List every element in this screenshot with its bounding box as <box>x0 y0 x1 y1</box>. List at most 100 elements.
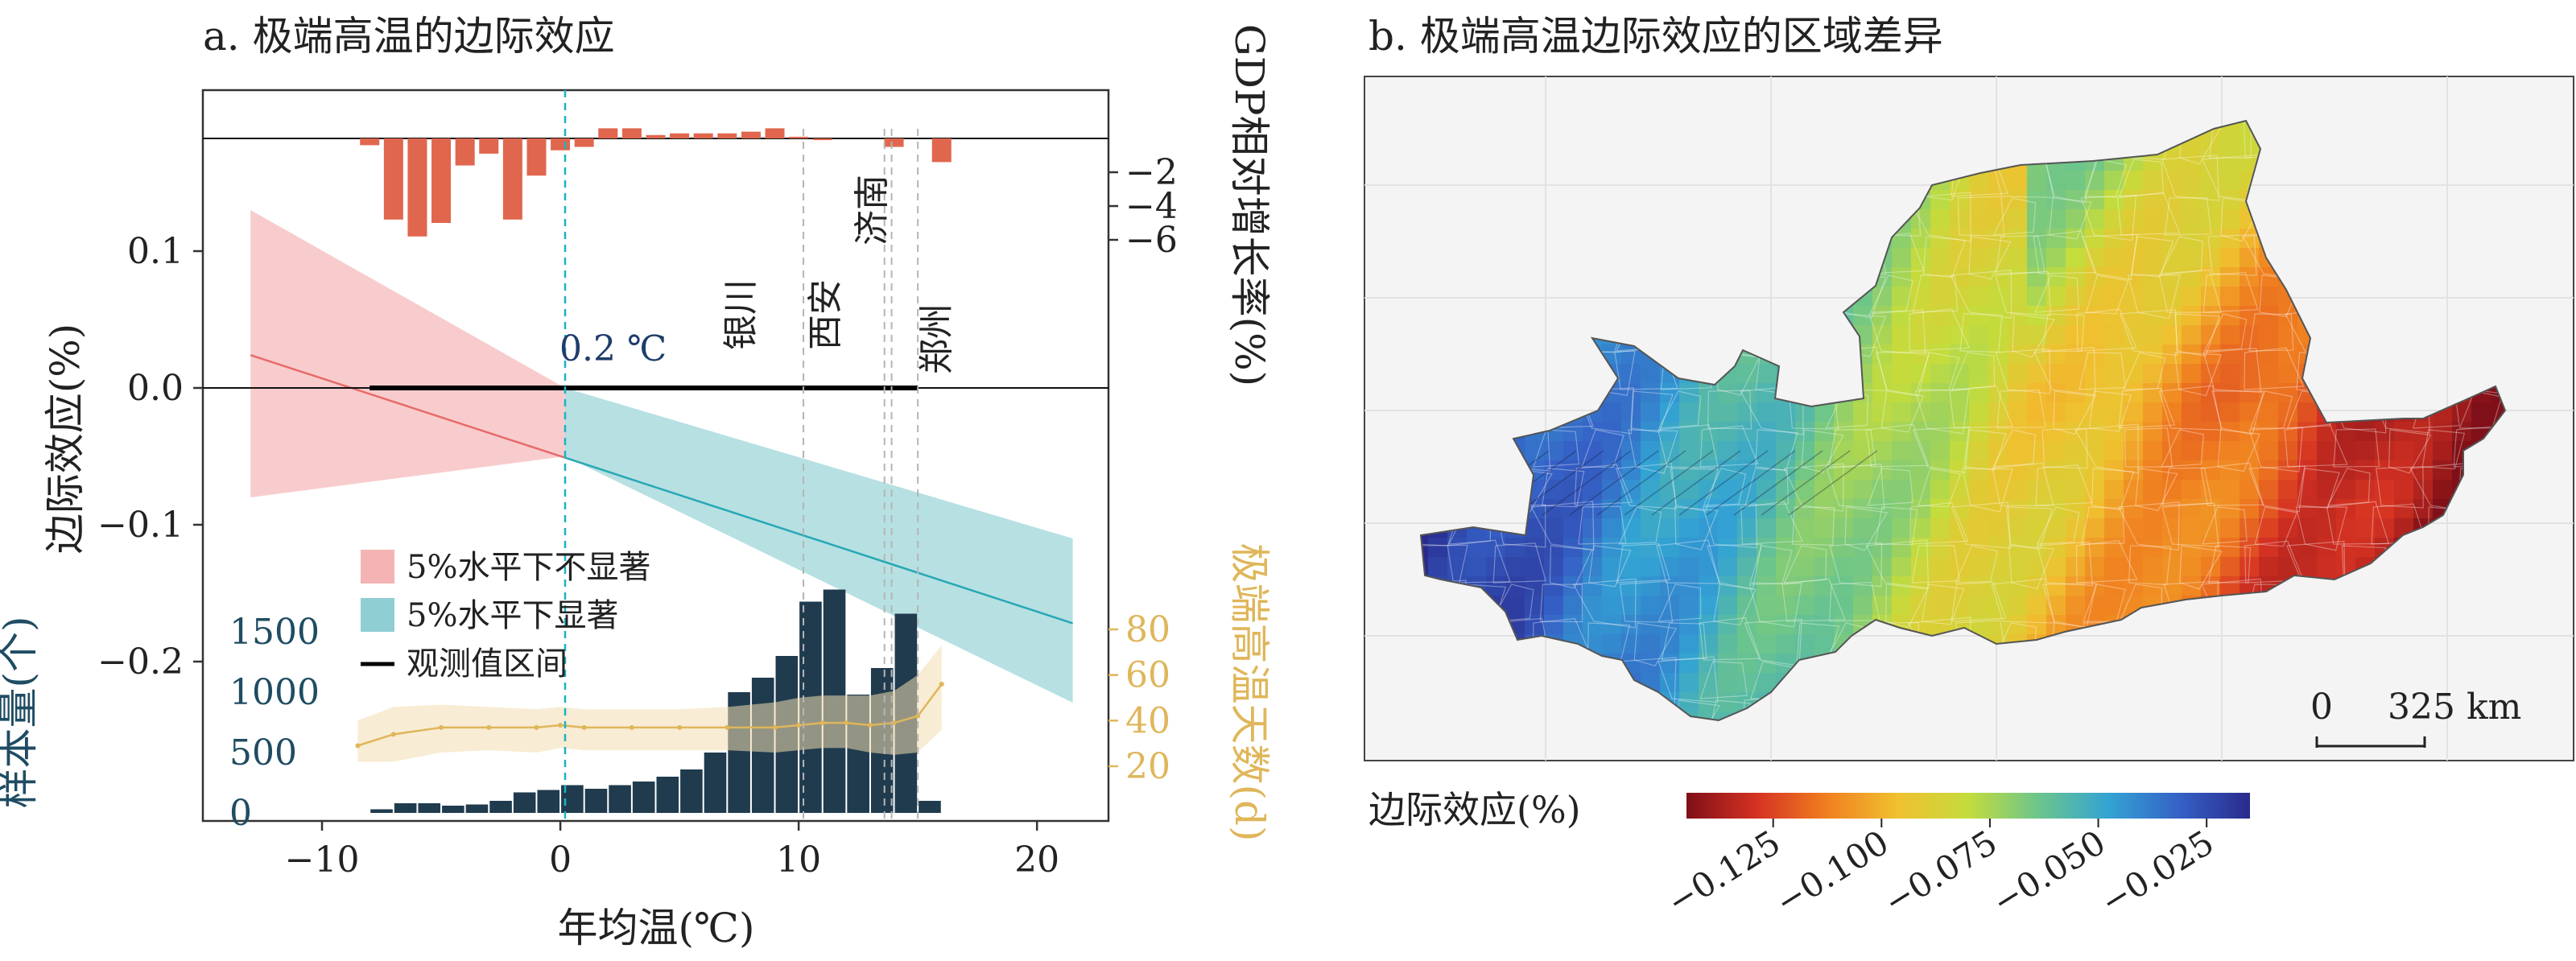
map-cell <box>2297 518 2318 538</box>
map-cell <box>1621 576 1641 596</box>
map-cell <box>2143 248 2163 268</box>
map-cell <box>2317 499 2337 519</box>
heat-days-point <box>558 723 564 728</box>
sample-bar <box>704 753 727 813</box>
map-cell <box>1814 460 1835 480</box>
gdp-bar <box>598 128 618 138</box>
map-cell <box>2240 287 2260 307</box>
map-cell <box>1583 480 1603 500</box>
map-cell <box>2162 171 2182 191</box>
map-cell <box>1776 518 1796 538</box>
county-boundary <box>1828 429 1876 468</box>
county-boundary <box>1707 390 1752 430</box>
map-cell <box>1563 499 1583 519</box>
map-cell <box>2085 576 2105 596</box>
map-cell <box>1641 576 1661 596</box>
map-cell <box>2317 480 2337 500</box>
sample-y-tick-label: 1000 <box>229 672 320 713</box>
map-cell <box>2201 229 2221 249</box>
city-label-jinan: 济南 <box>852 175 893 245</box>
map-cell <box>1757 576 1777 596</box>
map-cell <box>1872 402 1893 423</box>
map-cell <box>1930 441 1951 461</box>
map-cell <box>2104 441 2124 461</box>
map-cell <box>2066 344 2086 365</box>
legend-label-observed: 观测值区间 <box>407 645 568 683</box>
map-cell <box>2027 499 2047 519</box>
map-cell <box>1737 480 1757 500</box>
map-cell <box>2240 518 2260 538</box>
map-cell <box>1892 383 1912 403</box>
map-cell <box>2201 209 2221 229</box>
map-cell <box>2220 480 2240 500</box>
map-cell <box>2143 171 2163 191</box>
map-cell <box>2008 441 2028 461</box>
county-boundary <box>2202 271 2259 313</box>
heat-days-point <box>796 723 802 728</box>
map-cell <box>2162 538 2182 558</box>
map-cell <box>1969 209 1989 229</box>
map-cell <box>1930 229 1951 249</box>
map-cell <box>1988 596 2008 616</box>
map-cell <box>1621 499 1641 519</box>
map-cell <box>1679 634 1699 654</box>
map-cell <box>2182 518 2202 538</box>
map-cell <box>1776 441 1796 461</box>
map-cell <box>2413 422 2434 442</box>
county-boundary <box>2244 347 2305 390</box>
map-cell <box>2085 209 2105 229</box>
county-boundary <box>1951 581 2007 622</box>
map-cell <box>2066 364 2086 384</box>
gdp-bar <box>360 138 380 146</box>
map-cell <box>1757 480 1777 500</box>
map-cell <box>1718 673 1738 693</box>
legend-label-not-significant: 5%水平下不显著 <box>407 549 650 586</box>
map-cell <box>1737 518 1757 538</box>
map-cell <box>1699 692 1719 712</box>
map-cell <box>2066 171 2086 191</box>
map-cell <box>2085 383 2105 403</box>
county-boundary <box>1957 196 2005 237</box>
map-cell <box>1718 460 1738 480</box>
map-cell <box>1930 267 1951 287</box>
county-boundary <box>1670 468 1719 512</box>
county-boundary <box>2116 192 2181 236</box>
map-cell <box>2220 190 2240 210</box>
map-cell <box>2375 480 2395 500</box>
map-cell <box>1718 499 1738 519</box>
map-cell <box>1776 615 1796 635</box>
map-cell <box>1583 538 1603 558</box>
map-cell <box>1660 654 1680 674</box>
county-boundary <box>2012 313 2055 358</box>
map-cell <box>1911 557 1931 577</box>
map-cell <box>2201 518 2221 538</box>
gdp-bar <box>765 128 785 138</box>
map-cell <box>2162 480 2182 500</box>
map-cell <box>1969 422 1989 442</box>
map-cell <box>2085 344 2105 365</box>
map-cell <box>2143 209 2163 229</box>
map-cell <box>2124 402 2144 423</box>
map-cell <box>2008 364 2028 384</box>
county-boundary <box>1699 617 1761 661</box>
county-boundary <box>1781 578 1846 622</box>
map-cell <box>1892 557 1912 577</box>
county-boundary <box>1992 462 2054 507</box>
county-boundary <box>2158 269 2223 313</box>
map-cell <box>2085 596 2105 616</box>
county-boundary <box>1880 390 1925 433</box>
map-cell <box>1872 538 1893 558</box>
map-cell <box>1621 422 1641 442</box>
hatch-line <box>1596 450 1686 516</box>
map-cell <box>1988 325 2008 345</box>
county-boundary <box>2079 352 2126 390</box>
map-cell <box>1621 557 1641 577</box>
county-boundary <box>2203 313 2248 352</box>
map-cell <box>2046 576 2066 596</box>
map-cell <box>2124 538 2144 558</box>
county-boundary <box>2248 427 2303 472</box>
heat-days-point <box>867 723 873 728</box>
effect-line-not-significant <box>250 354 566 459</box>
map-cell <box>2162 557 2182 577</box>
map-cell <box>2201 151 2221 171</box>
